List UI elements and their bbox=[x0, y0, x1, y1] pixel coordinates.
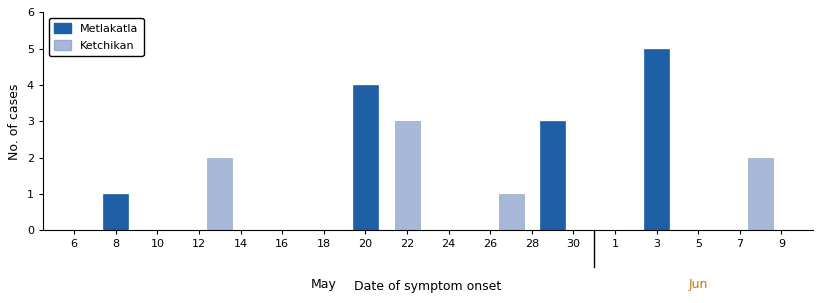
Y-axis label: No. of cases: No. of cases bbox=[8, 83, 21, 159]
Bar bbox=[498, 194, 524, 230]
Bar bbox=[353, 85, 378, 230]
Text: May: May bbox=[311, 278, 337, 291]
Bar bbox=[395, 121, 420, 230]
Legend: Metlakatla, Ketchikan: Metlakatla, Ketchikan bbox=[48, 18, 144, 56]
Bar bbox=[644, 49, 669, 230]
Bar bbox=[103, 194, 128, 230]
Text: Jun: Jun bbox=[689, 278, 708, 291]
Bar bbox=[748, 158, 773, 230]
Bar bbox=[208, 158, 232, 230]
X-axis label: Date of symptom onset: Date of symptom onset bbox=[354, 280, 502, 293]
Bar bbox=[540, 121, 565, 230]
